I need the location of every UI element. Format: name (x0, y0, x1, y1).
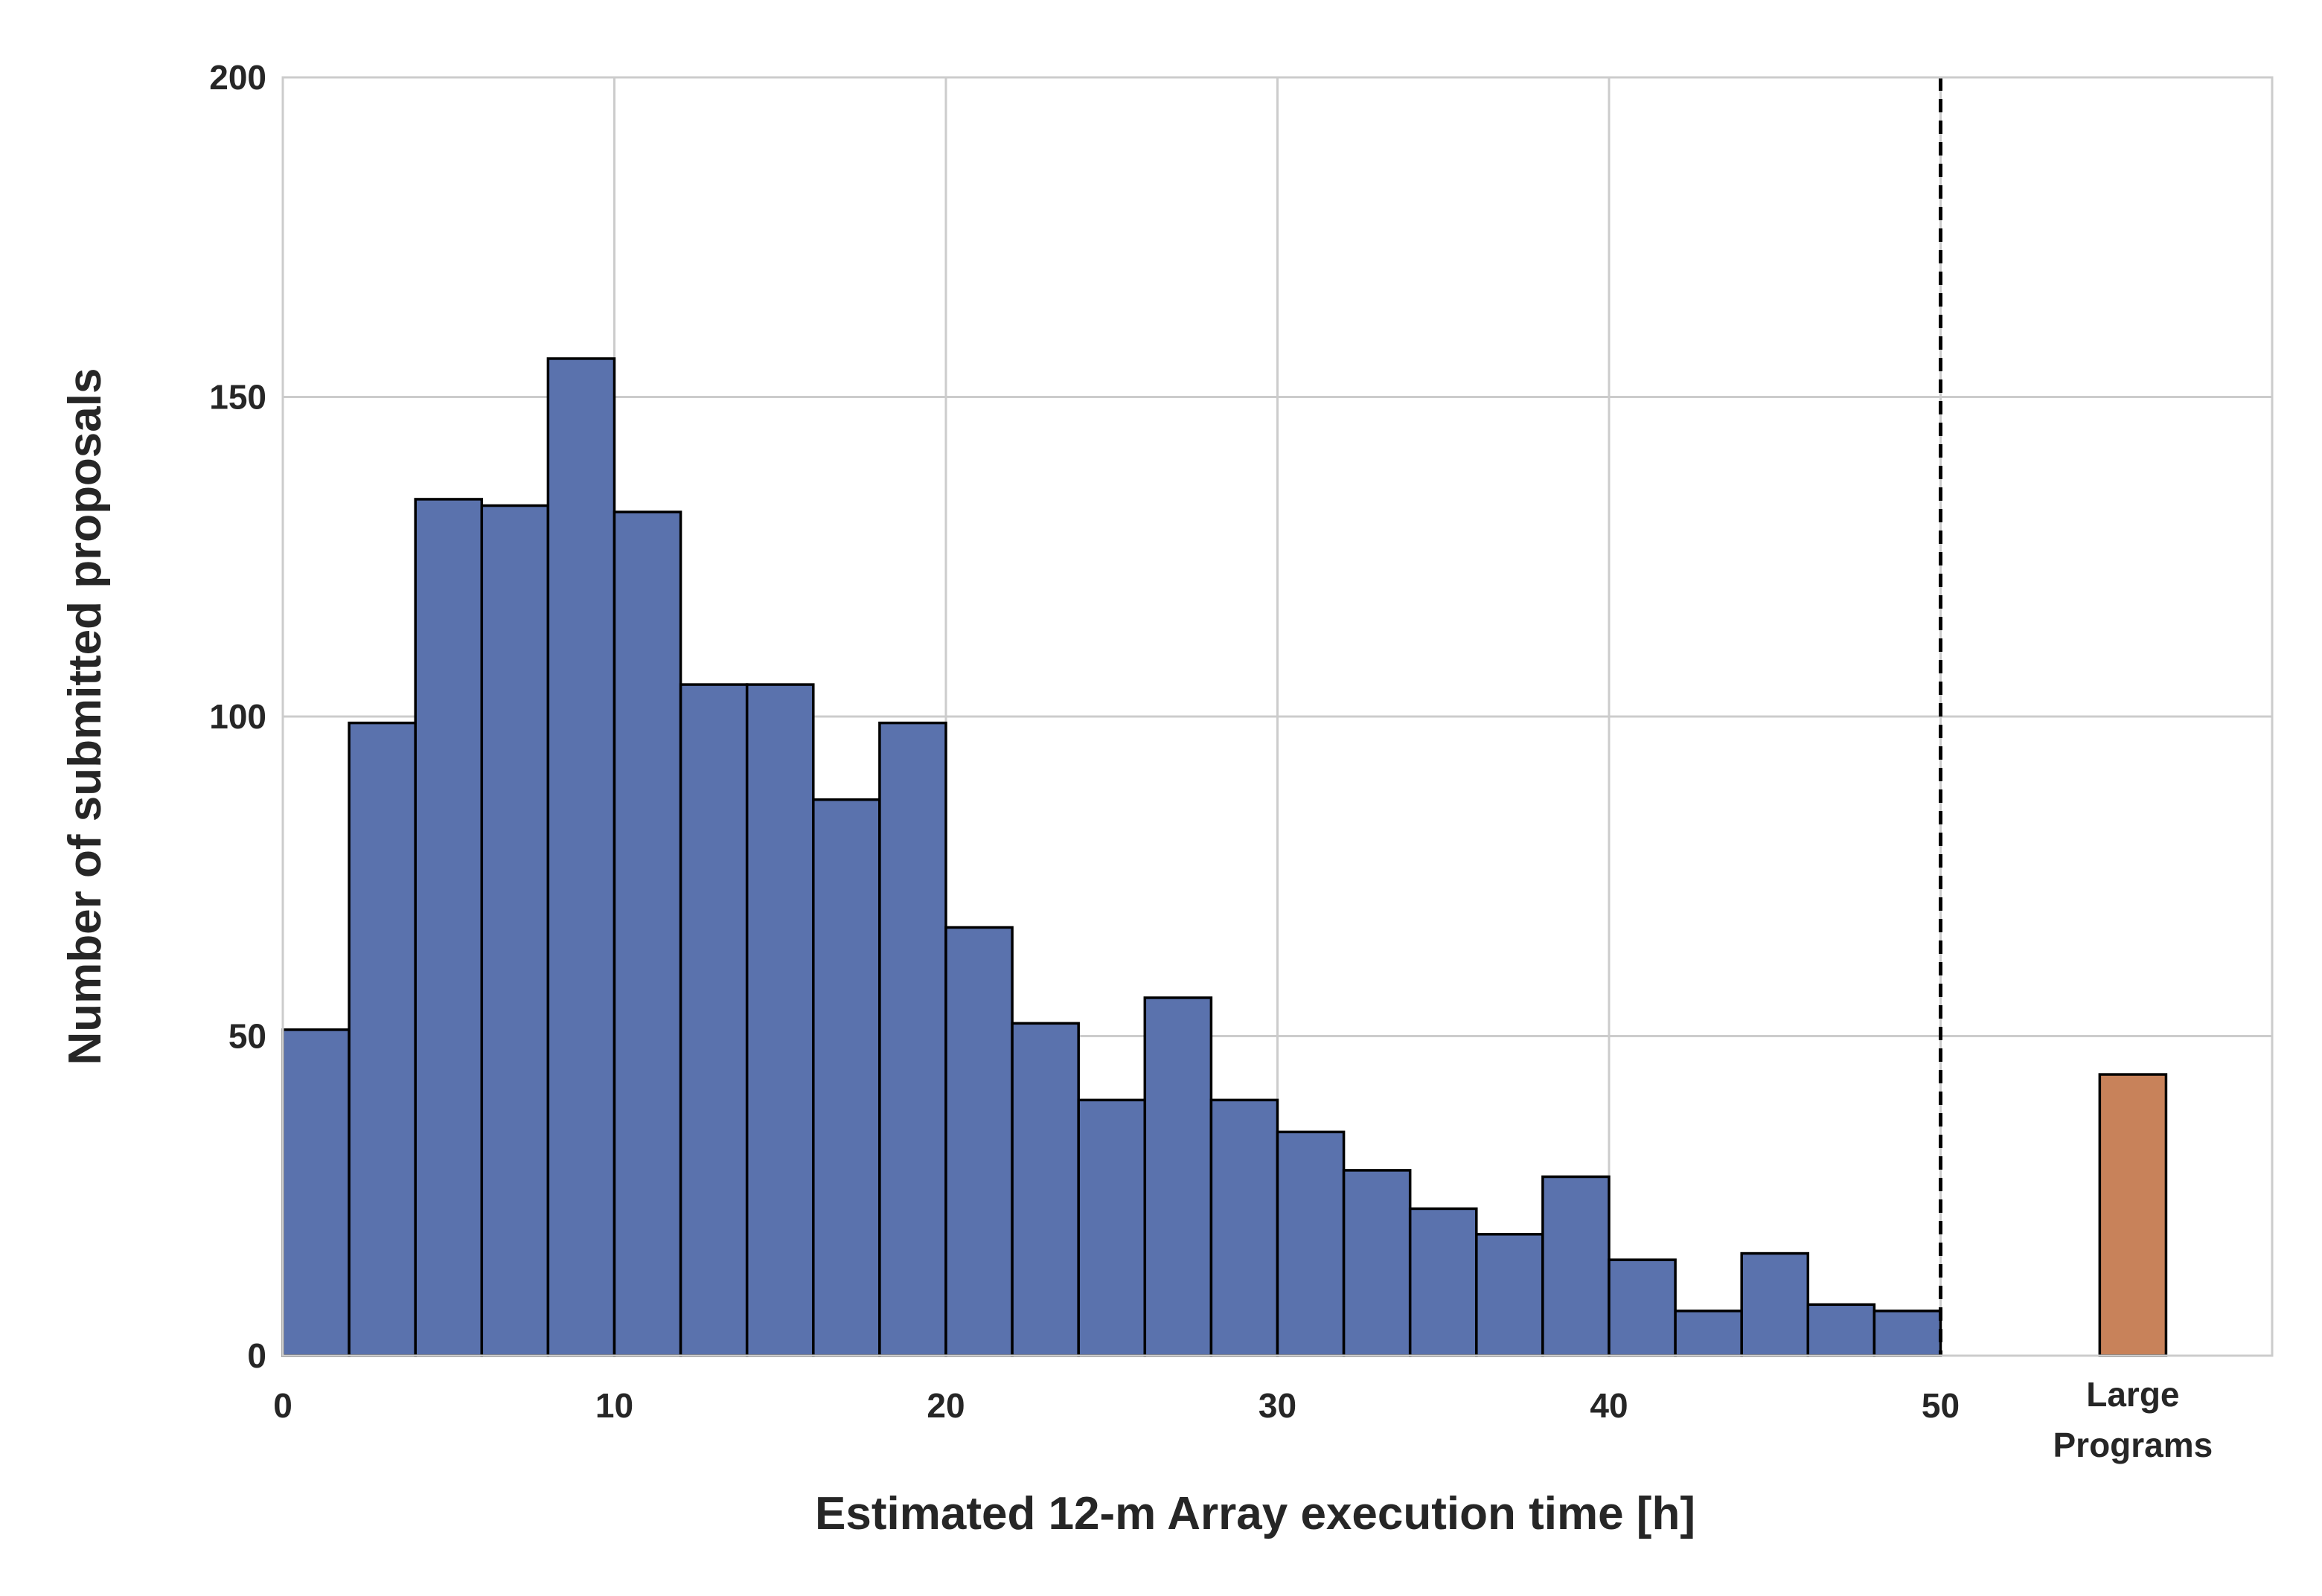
x-tick-label-5: 50 (1922, 1386, 1960, 1425)
histogram-bar-18 (1475, 1233, 1544, 1357)
histogram-bar-2 (414, 498, 484, 1357)
histogram-bar-9 (878, 721, 947, 1357)
histogram-bar-16 (1342, 1169, 1412, 1357)
histogram-bar-14 (1209, 1098, 1279, 1357)
histogram-bar-12 (1077, 1098, 1147, 1357)
histogram-bar-11 (1011, 1022, 1080, 1357)
y-tick-label-2: 100 (209, 697, 266, 736)
histogram-bar-6 (679, 683, 749, 1357)
y-tick-label-0: 0 (247, 1336, 266, 1375)
large-programs-group: Large Programs (2053, 1073, 2213, 1464)
histogram-bar-17 (1408, 1207, 1478, 1357)
x-tick-label-4: 40 (1590, 1386, 1628, 1425)
histogram-bar-24 (1872, 1310, 1942, 1357)
histogram-bars (281, 357, 1942, 1357)
histogram-bar-22 (1740, 1252, 1810, 1357)
y-tick-label-1: 50 (228, 1017, 266, 1056)
x-tick-labels: 0 10 20 30 40 50 (273, 1386, 1960, 1425)
x-tick-label-3: 30 (1258, 1386, 1296, 1425)
large-programs-label-line-0: Large (2086, 1375, 2179, 1414)
x-tick-label-1: 10 (595, 1386, 633, 1425)
y-axis-title: Number of submitted proposals (60, 368, 111, 1065)
histogram-bar-23 (1806, 1303, 1876, 1357)
histogram-bar-21 (1674, 1310, 1743, 1357)
histogram-bar-19 (1541, 1175, 1611, 1357)
histogram-bar-15 (1276, 1130, 1346, 1357)
y-tick-label-4: 200 (209, 58, 266, 97)
y-tick-labels: 0 50 100 150 200 (209, 58, 266, 1375)
y-tick-label-3: 150 (209, 378, 266, 417)
x-tick-label-0: 0 (273, 1386, 292, 1425)
histogram-bar-8 (812, 798, 881, 1357)
histogram-bar-5 (613, 510, 682, 1357)
histogram-bar-13 (1143, 996, 1213, 1357)
histogram-bar-7 (745, 683, 815, 1357)
histogram-bar-4 (546, 357, 616, 1357)
plot-frame (281, 76, 2274, 1357)
histogram-bar-20 (1608, 1258, 1677, 1357)
histogram-bar-0 (281, 1028, 351, 1357)
histogram-bar-3 (480, 504, 550, 1357)
histogram-bar-10 (944, 926, 1014, 1357)
histogram-bar-1 (348, 721, 417, 1357)
large-programs-bar (2098, 1073, 2168, 1357)
x-tick-label-2: 20 (927, 1386, 965, 1425)
large-programs-label-line-1: Programs (2053, 1426, 2213, 1464)
x-axis-title: Estimated 12-m Array execution time [h] (815, 1488, 1695, 1539)
